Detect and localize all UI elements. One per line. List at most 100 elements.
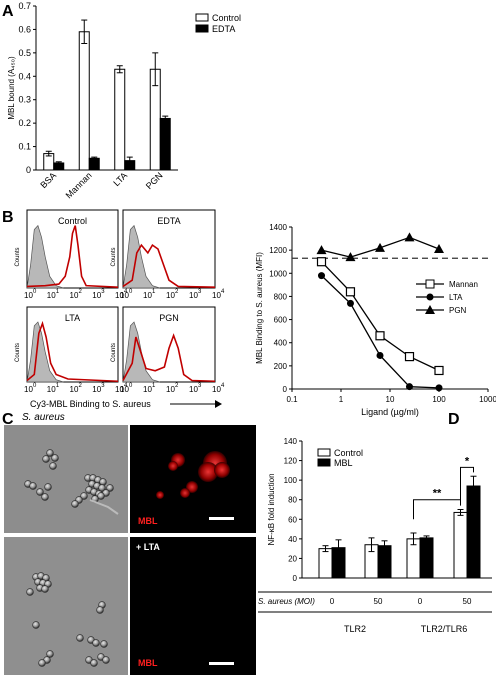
y-tick-label: 140	[284, 437, 298, 446]
y-tick-label: 20	[288, 554, 297, 563]
histogram-binding-curve	[122, 333, 216, 383]
x-tick-label: 0	[418, 597, 423, 606]
histogram-isotype-fill	[26, 321, 64, 383]
bacterium	[32, 621, 40, 629]
legend-swatch-mbl	[317, 458, 331, 467]
y-tick-label: 600	[274, 316, 288, 325]
histogram-title: PGN	[159, 313, 179, 323]
y-tick-label: 1000	[269, 269, 287, 278]
bacterium	[102, 656, 110, 664]
x-tick-label: 0.1	[286, 395, 298, 404]
x-tick-label-exponent: 0	[33, 383, 37, 389]
x-axis-arrow-head	[215, 400, 222, 408]
x-tick-label-exponent: 1	[56, 289, 60, 295]
y-tick-label: 100	[284, 476, 298, 485]
marker-circle	[435, 384, 443, 392]
panel-label-b: B	[2, 209, 14, 226]
x-tick-label-base: 10	[115, 291, 124, 300]
marker-circle	[405, 383, 413, 391]
x-tick-label-base: 10	[189, 291, 198, 300]
bacterium	[44, 483, 52, 491]
y-tick-label: 60	[288, 515, 297, 524]
bacterium	[96, 606, 104, 614]
bacteria-cluster-bottom	[26, 572, 110, 667]
marker-triangle	[434, 243, 444, 253]
legend-swatch-edta	[195, 24, 209, 33]
histogram-binding-curve	[122, 243, 216, 289]
marker-circle	[318, 272, 326, 280]
marker-triangle	[316, 245, 327, 255]
histogram-isotype-fill	[26, 224, 64, 289]
micrograph-title: S. aureus	[22, 412, 65, 423]
x-tick-label-exponent: 2	[175, 383, 179, 389]
bacterium	[51, 454, 59, 462]
x-tick-label-base: 10	[212, 291, 221, 300]
marker-square	[375, 331, 385, 341]
marker-square	[316, 257, 327, 267]
histogram-y-label: Counts	[15, 247, 21, 266]
x-tick-label-base: 10	[166, 291, 175, 300]
x-tick-label-base: 10	[115, 385, 124, 394]
x-axis-label: Ligand (µg/ml)	[361, 407, 419, 417]
legend-marker-square	[425, 279, 435, 289]
bacteria-stalk	[89, 499, 119, 515]
panel-b-line-chart: 0 200 400 600 800 1000 1200 1400 0.1 1 10 100 1000 Li…	[255, 223, 496, 417]
bacterium	[71, 500, 79, 508]
x-tick-label-exponent: 3	[101, 289, 105, 295]
bar-control	[114, 68, 126, 171]
y-tick-label: 0	[283, 385, 288, 394]
x-tick-label-exponent: 4	[124, 383, 128, 389]
x-tick-label-exponent: 3	[198, 383, 202, 389]
x-tick-label-exponent: 0	[33, 289, 37, 295]
x-tick-label: 0	[330, 597, 335, 606]
legend-label: EDTA	[212, 24, 235, 34]
x-tick-label-exponent: 2	[79, 289, 83, 295]
x-tick-label-base: 10	[92, 385, 101, 394]
bacterium	[100, 640, 108, 648]
panel-d-bar-chart: 0 20 40 60 80 100 120 140 NF-κB fold induction 0 5…	[258, 437, 492, 634]
panel-a-bar-chart: 0 0.1 0.2 0.3 0.4 0.5 0.6 0.7 MBL bound (A₄₅₀) BS…	[7, 1, 241, 200]
y-tick-label: 80	[288, 496, 297, 505]
fluorescent-spot	[168, 461, 178, 471]
fluorescent-spot	[214, 462, 230, 478]
y-tick-label: 0.1	[18, 142, 31, 152]
x-tick-label-base: 10	[24, 291, 33, 300]
bar-edta	[159, 117, 171, 171]
significance-bracket	[413, 499, 461, 520]
scale-bar-top	[209, 517, 234, 520]
legend-marker-triangle	[425, 305, 435, 314]
bar-control	[453, 511, 468, 579]
x-tick-label-exponent: 0	[129, 383, 133, 389]
label-plus-lta: + LTA	[136, 542, 160, 552]
significance-mark: *	[465, 455, 470, 467]
micrograph-dic-top	[4, 425, 128, 533]
panel-c-micrographs: S. aureus MBL MBL + LTA	[4, 412, 256, 675]
bacterium	[41, 585, 49, 593]
bar-mbl	[419, 537, 434, 579]
x-tick-label-exponent: 0	[129, 289, 133, 295]
legend-label: Control	[334, 448, 363, 458]
y-tick-label: 200	[274, 362, 288, 371]
x-tick-label-exponent: 3	[101, 383, 105, 389]
significance-bracket	[460, 466, 474, 506]
legend-label: MBL	[334, 458, 353, 468]
micrograph-fluor-top	[130, 425, 256, 533]
fluorescent-spot	[180, 488, 190, 498]
marker-triangle	[404, 232, 415, 242]
micrograph-dic-bottom	[4, 537, 128, 675]
legend-marker-circle	[426, 293, 434, 301]
legend-label: LTA	[449, 293, 463, 302]
bacterium	[38, 659, 46, 667]
x-tick-label-base: 10	[47, 291, 56, 300]
y-tick-label: 0	[293, 574, 298, 583]
label-mbl-bottom: MBL	[138, 658, 158, 668]
bar-control	[78, 31, 90, 171]
y-tick-label: 0.3	[18, 95, 31, 105]
panel-label-c: C	[2, 411, 14, 428]
x-tick-label-base: 10	[24, 385, 33, 394]
x-tick-label-exponent: 2	[175, 289, 179, 295]
x-tick-label-base: 10	[70, 385, 79, 394]
y-tick-label: 0	[26, 165, 31, 175]
